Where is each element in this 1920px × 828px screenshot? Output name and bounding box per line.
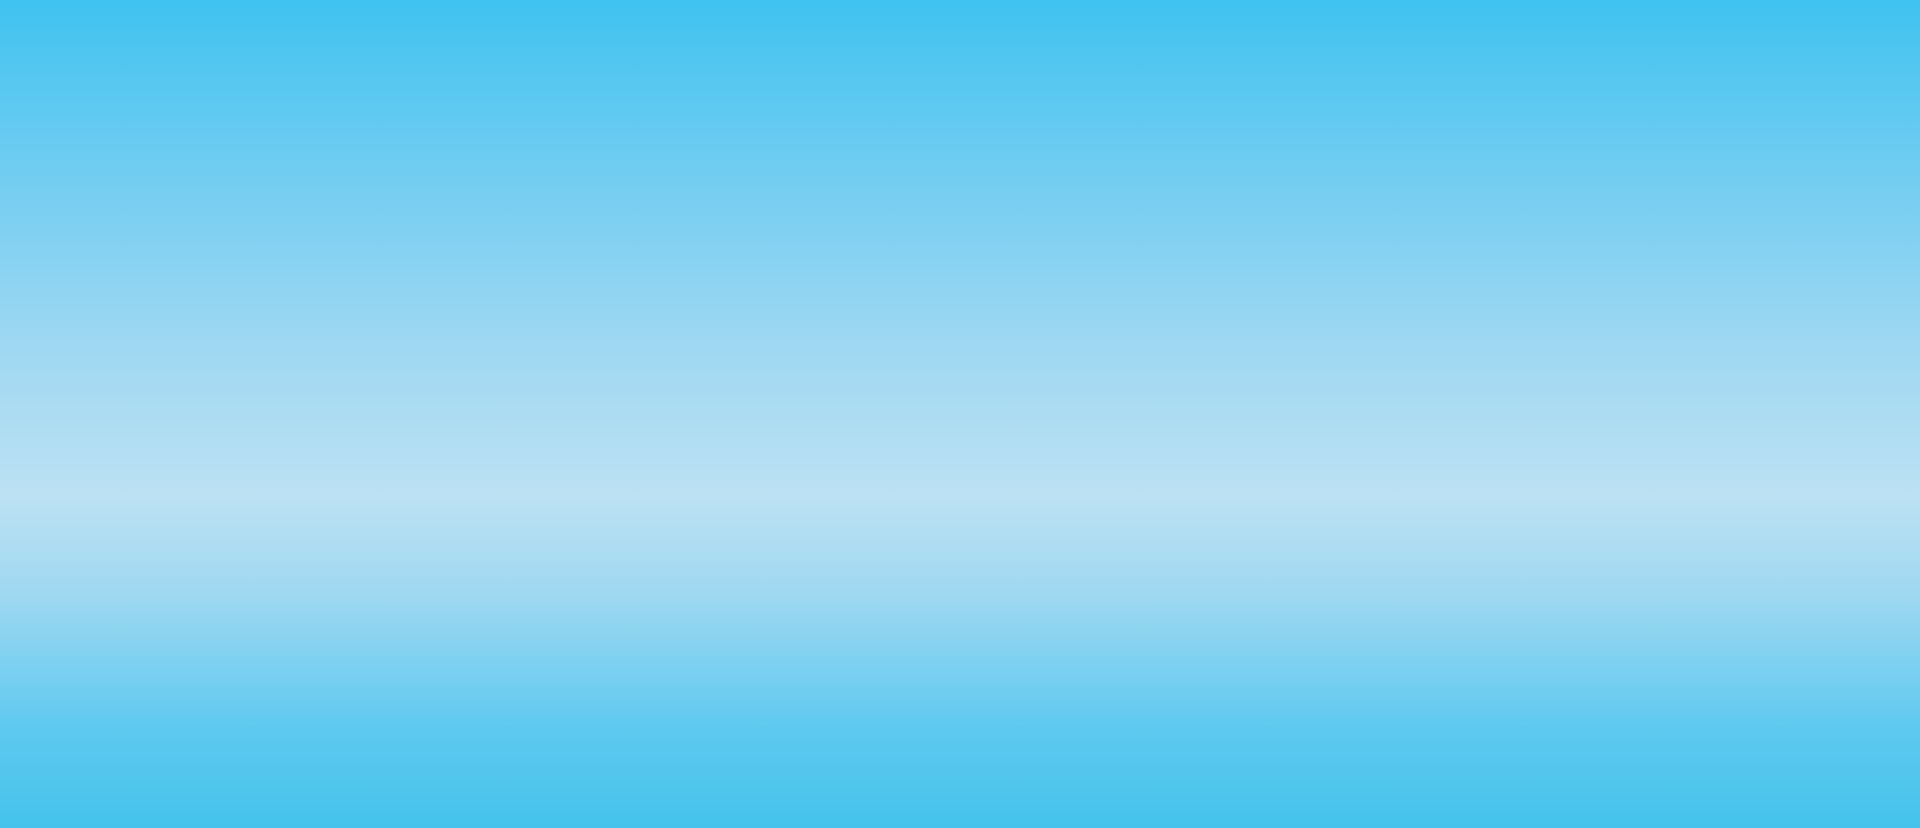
spectrum-chart: [0, 0, 1920, 828]
page: { "header": { "title": "多维图谱融合感知和智能系统创新先…: [0, 0, 1920, 828]
